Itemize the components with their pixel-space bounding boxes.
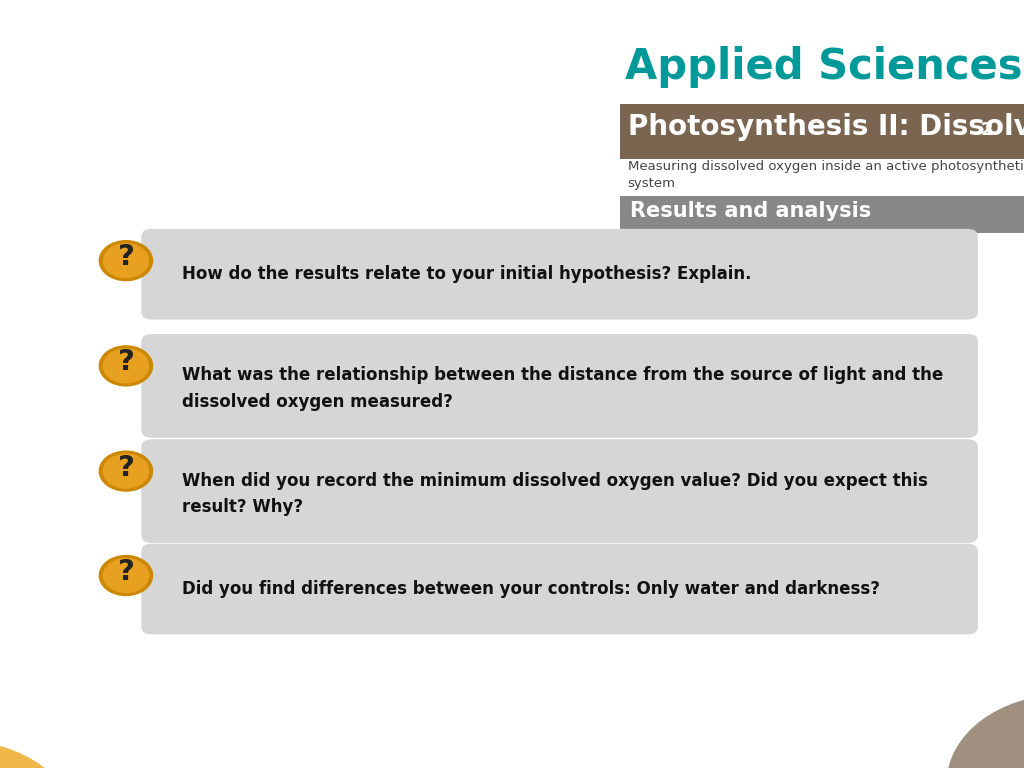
Text: Photosynthesis II: Dissolved O: Photosynthesis II: Dissolved O xyxy=(628,113,1024,141)
Text: Did you find differences between your controls: Only water and darkness?: Did you find differences between your co… xyxy=(182,580,881,598)
Circle shape xyxy=(0,741,77,768)
Text: ?: ? xyxy=(118,558,134,586)
Circle shape xyxy=(103,454,148,488)
Text: How do the results relate to your initial hypothesis? Explain.: How do the results relate to your initia… xyxy=(182,265,752,283)
Circle shape xyxy=(103,243,148,277)
FancyBboxPatch shape xyxy=(620,104,1024,159)
Circle shape xyxy=(103,349,148,382)
Text: ?: ? xyxy=(118,454,134,482)
FancyBboxPatch shape xyxy=(141,439,978,543)
Text: ?: ? xyxy=(118,243,134,271)
FancyBboxPatch shape xyxy=(141,229,978,319)
Circle shape xyxy=(99,451,153,491)
Text: 2: 2 xyxy=(981,121,993,139)
Text: ?: ? xyxy=(118,349,134,376)
Text: When did you record the minimum dissolved oxygen value? Did you expect this
resu: When did you record the minimum dissolve… xyxy=(182,472,928,516)
Circle shape xyxy=(99,346,153,386)
Text: What was the relationship between the distance from the source of light and the
: What was the relationship between the di… xyxy=(182,366,943,411)
FancyBboxPatch shape xyxy=(141,544,978,634)
FancyBboxPatch shape xyxy=(141,334,978,438)
Text: Measuring dissolved oxygen inside an active photosynthetic
system: Measuring dissolved oxygen inside an act… xyxy=(628,160,1024,190)
Text: Results and analysis: Results and analysis xyxy=(630,201,871,221)
Circle shape xyxy=(103,558,148,592)
Circle shape xyxy=(99,240,153,280)
Circle shape xyxy=(947,695,1024,768)
Text: Applied Sciences: Applied Sciences xyxy=(625,46,1022,88)
Circle shape xyxy=(99,555,153,595)
FancyBboxPatch shape xyxy=(620,196,1024,233)
